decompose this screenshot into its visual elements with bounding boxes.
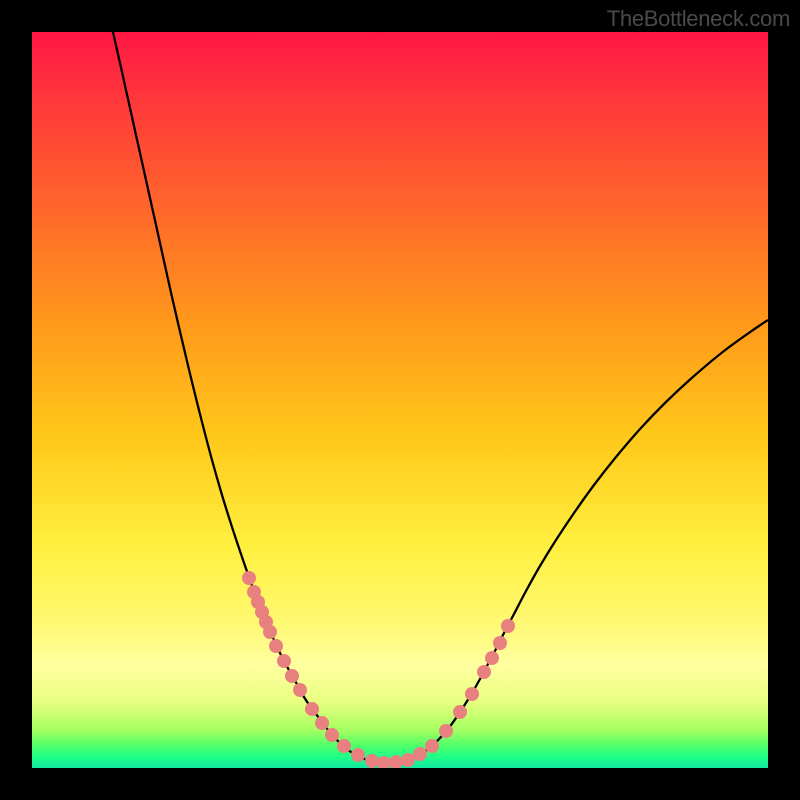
curve-layer [32, 32, 768, 768]
data-dot [453, 705, 467, 719]
data-dot [337, 739, 351, 753]
data-dot [485, 651, 499, 665]
data-dot [269, 639, 283, 653]
data-dot [501, 619, 515, 633]
data-dot [305, 702, 319, 716]
data-dot [351, 748, 365, 762]
data-dot [401, 753, 415, 767]
chart-root: TheBottleneck.com [0, 0, 800, 800]
data-dot [315, 716, 329, 730]
left-curve [113, 32, 394, 763]
data-dot [285, 669, 299, 683]
data-dot [477, 665, 491, 679]
data-dot [242, 571, 256, 585]
data-dot [389, 755, 403, 768]
data-dot [293, 683, 307, 697]
plot-area [32, 32, 768, 768]
data-dot [439, 724, 453, 738]
watermark-text: TheBottleneck.com [607, 6, 790, 32]
data-dot [465, 687, 479, 701]
data-dot [277, 654, 291, 668]
data-dot [365, 754, 379, 768]
data-dot [325, 728, 339, 742]
data-dot [493, 636, 507, 650]
data-dot [425, 739, 439, 753]
right-curve [394, 320, 768, 763]
data-dot [413, 747, 427, 761]
data-dots [242, 571, 515, 768]
data-dot [377, 756, 391, 768]
data-dot [263, 625, 277, 639]
